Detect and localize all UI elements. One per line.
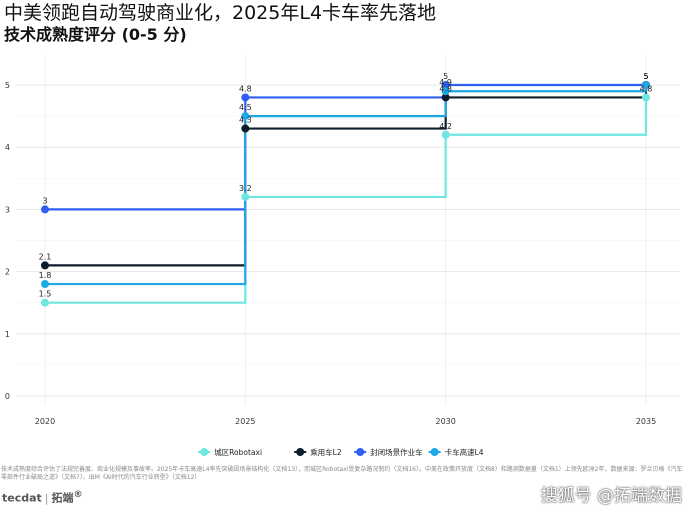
y-tick-label: 3 (5, 205, 10, 214)
chart-title: 中美领跑自动驾驶商业化，2025年L4卡车率先落地 (4, 2, 437, 24)
data-label: 4.2 (439, 122, 452, 131)
data-label: 2.1 (39, 252, 52, 261)
legend-label: 城区Robotaxi (214, 448, 262, 457)
x-tick-label: 2025 (235, 417, 255, 426)
data-label: 5 (643, 72, 648, 81)
data-label: 1.8 (39, 271, 52, 280)
y-axis: 0 1 2 3 4 5 (5, 81, 10, 401)
legend-key-dot (430, 448, 439, 456)
data-label: 5 (643, 72, 648, 81)
tecdat-logo: tecdat | 拓端® (2, 489, 83, 505)
footnote: 技术成熟度综合评估了法规完善度、商业化规模及事故率。2025年卡车高速L4率先突… (1, 466, 683, 481)
data-point (41, 261, 49, 270)
logo-brand: tecdat (2, 491, 42, 505)
x-tick-label: 2035 (636, 417, 656, 426)
watermark: 搜狐号 @拓端数据 (540, 486, 682, 506)
series-line (45, 97, 648, 304)
legend-key-dot (200, 448, 209, 456)
data-point (241, 112, 250, 121)
y-tick-label: 0 (5, 392, 10, 401)
data-point (642, 81, 650, 89)
legend-key-dot (296, 448, 305, 456)
y-tick-label: 1 (5, 330, 10, 339)
logo-mark: ® (73, 489, 83, 500)
legend: 城区Robotaxi 乘用车L2 封闭场景作业车 卡车高速L4 (198, 447, 484, 457)
data-point (441, 87, 450, 96)
y-tick-label: 2 (5, 268, 10, 277)
data-label: 4.8 (640, 84, 653, 93)
data-label: 3.2 (239, 184, 252, 193)
data-label: 1.5 (39, 290, 52, 299)
data-point (441, 130, 450, 139)
data-point (41, 280, 49, 289)
data-label: 4.9 (439, 78, 452, 87)
series-line (45, 83, 646, 211)
data-point (642, 93, 650, 102)
series-points (41, 81, 650, 307)
legend-label: 卡车高速L4 (445, 447, 484, 457)
data-point (241, 192, 250, 201)
grid-lines (16, 55, 680, 405)
series-line (45, 85, 648, 267)
x-tick-label: 2030 (435, 417, 455, 426)
data-label: 4.8 (439, 84, 452, 93)
legend-label: 封闭场景作业车 (370, 447, 423, 457)
data-point (241, 93, 250, 102)
data-label: 3 (42, 196, 47, 205)
x-axis: 2020 2025 2030 2035 (35, 417, 656, 426)
data-point (41, 298, 49, 307)
data-label: 5 (443, 72, 448, 81)
step-line-chart: 0 1 2 3 4 5 2020 2025 2030 2035 1.5 3.2 4.2 4.8 2.1 4… (5, 55, 680, 457)
chart-subtitle: 技术成熟度评分 (0-5 分) (4, 25, 187, 44)
data-label: 4.3 (239, 116, 252, 125)
data-point (41, 205, 49, 214)
legend-label: 乘用车L2 (310, 447, 342, 457)
y-tick-label: 5 (5, 81, 10, 90)
data-point (441, 93, 450, 102)
x-tick-label: 2020 (35, 417, 55, 426)
data-label: 4.5 (239, 103, 252, 112)
data-point (241, 124, 250, 133)
legend-key-dot (356, 448, 365, 456)
series-lines (45, 83, 648, 304)
series-line (45, 85, 648, 286)
data-label: 4.8 (239, 84, 252, 93)
data-point (441, 81, 450, 89)
y-tick-label: 4 (5, 143, 10, 152)
data-label: 5 (643, 72, 648, 81)
logo-cn: 拓端 (51, 491, 74, 505)
